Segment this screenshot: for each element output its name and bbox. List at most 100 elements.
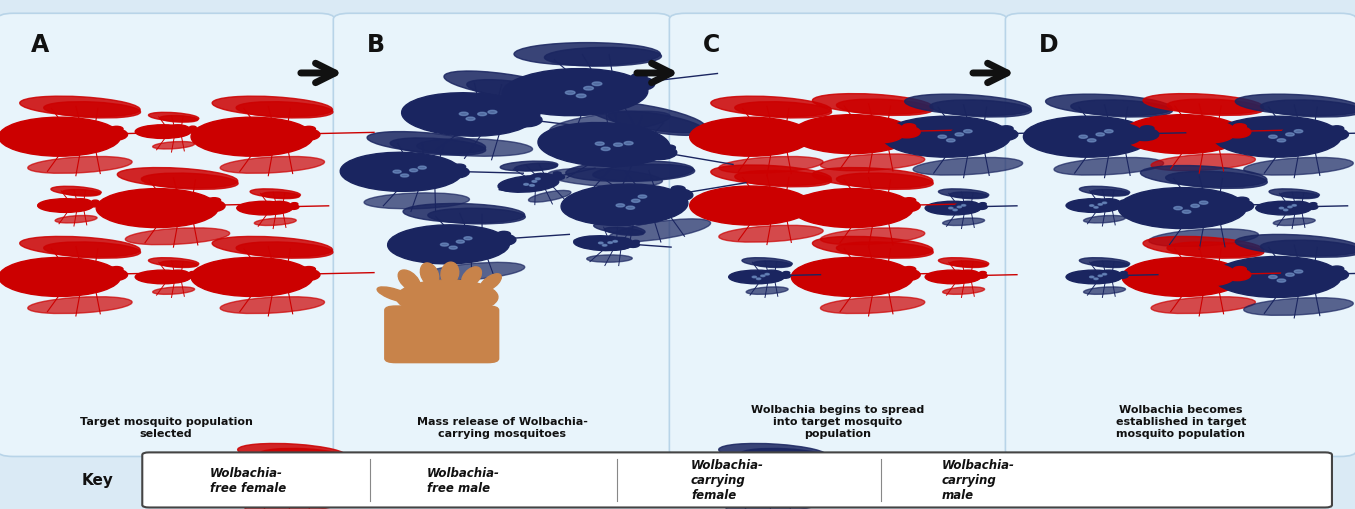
Ellipse shape — [1141, 166, 1267, 188]
Ellipse shape — [813, 94, 932, 115]
Ellipse shape — [497, 232, 511, 237]
Circle shape — [1294, 130, 1302, 133]
Ellipse shape — [943, 218, 985, 226]
Ellipse shape — [388, 225, 509, 264]
Circle shape — [576, 95, 587, 98]
Ellipse shape — [500, 162, 558, 172]
Circle shape — [1268, 276, 1278, 279]
Circle shape — [535, 179, 541, 180]
Circle shape — [599, 243, 603, 244]
Ellipse shape — [1274, 218, 1316, 226]
Text: C: C — [703, 33, 721, 57]
Polygon shape — [549, 132, 570, 143]
Text: A: A — [31, 33, 49, 57]
Circle shape — [1286, 133, 1294, 137]
Ellipse shape — [734, 102, 832, 119]
Ellipse shape — [1096, 200, 1122, 211]
Circle shape — [1103, 274, 1107, 275]
Circle shape — [747, 478, 755, 482]
Ellipse shape — [126, 229, 229, 245]
Ellipse shape — [191, 258, 313, 297]
Polygon shape — [199, 132, 220, 143]
Ellipse shape — [51, 187, 102, 196]
Circle shape — [1191, 205, 1199, 208]
Ellipse shape — [118, 168, 237, 189]
Polygon shape — [799, 204, 820, 214]
Polygon shape — [38, 204, 49, 209]
Ellipse shape — [1187, 122, 1236, 144]
Ellipse shape — [291, 203, 298, 206]
Ellipse shape — [1320, 269, 1348, 281]
Ellipse shape — [791, 129, 818, 141]
Polygon shape — [1130, 130, 1150, 140]
Polygon shape — [7, 272, 27, 282]
Ellipse shape — [626, 188, 679, 210]
Circle shape — [595, 143, 604, 146]
Ellipse shape — [836, 100, 934, 116]
Ellipse shape — [62, 190, 100, 197]
Ellipse shape — [856, 196, 905, 217]
Polygon shape — [925, 206, 936, 211]
Circle shape — [530, 185, 534, 187]
Ellipse shape — [20, 237, 140, 258]
Ellipse shape — [726, 498, 820, 509]
Ellipse shape — [1270, 189, 1320, 199]
Ellipse shape — [1152, 155, 1255, 172]
Ellipse shape — [551, 175, 565, 180]
Polygon shape — [1066, 204, 1077, 209]
Text: Target mosquito population
selected: Target mosquito population selected — [80, 416, 252, 438]
Ellipse shape — [1280, 193, 1318, 200]
Ellipse shape — [1130, 129, 1159, 142]
Circle shape — [1089, 205, 1093, 207]
Circle shape — [612, 241, 618, 243]
Ellipse shape — [1005, 466, 1038, 472]
Ellipse shape — [1118, 188, 1247, 229]
Ellipse shape — [950, 193, 988, 200]
Ellipse shape — [481, 463, 524, 471]
Ellipse shape — [499, 176, 558, 193]
Polygon shape — [1127, 203, 1148, 214]
Polygon shape — [104, 204, 125, 214]
Ellipse shape — [401, 94, 534, 137]
Ellipse shape — [893, 201, 920, 212]
Ellipse shape — [38, 200, 93, 213]
Circle shape — [947, 139, 955, 143]
Ellipse shape — [444, 72, 568, 100]
Ellipse shape — [186, 274, 198, 279]
Circle shape — [626, 207, 634, 210]
Ellipse shape — [293, 269, 320, 281]
Circle shape — [457, 241, 465, 244]
Circle shape — [755, 482, 762, 485]
Ellipse shape — [955, 202, 981, 213]
Ellipse shape — [218, 463, 328, 497]
Ellipse shape — [1009, 474, 1033, 484]
Polygon shape — [570, 206, 592, 216]
Ellipse shape — [453, 165, 466, 170]
Ellipse shape — [1167, 100, 1264, 116]
Circle shape — [1088, 139, 1096, 143]
Ellipse shape — [390, 138, 485, 156]
Polygon shape — [1222, 132, 1243, 143]
Ellipse shape — [1286, 202, 1312, 213]
FancyBboxPatch shape — [333, 14, 671, 457]
Circle shape — [752, 276, 756, 278]
Circle shape — [478, 113, 486, 117]
Ellipse shape — [1282, 124, 1332, 147]
Ellipse shape — [20, 97, 140, 118]
Ellipse shape — [720, 157, 822, 174]
Ellipse shape — [428, 209, 526, 224]
Ellipse shape — [287, 205, 299, 210]
Ellipse shape — [1213, 257, 1341, 298]
Ellipse shape — [561, 185, 688, 226]
Ellipse shape — [453, 231, 501, 252]
Ellipse shape — [398, 270, 420, 292]
Ellipse shape — [801, 196, 814, 201]
Ellipse shape — [1233, 125, 1247, 130]
Ellipse shape — [1028, 477, 1038, 481]
Ellipse shape — [821, 297, 924, 314]
Ellipse shape — [1310, 203, 1317, 206]
Ellipse shape — [516, 475, 522, 477]
Ellipse shape — [402, 204, 524, 223]
Circle shape — [1268, 136, 1278, 139]
Circle shape — [1294, 270, 1302, 273]
